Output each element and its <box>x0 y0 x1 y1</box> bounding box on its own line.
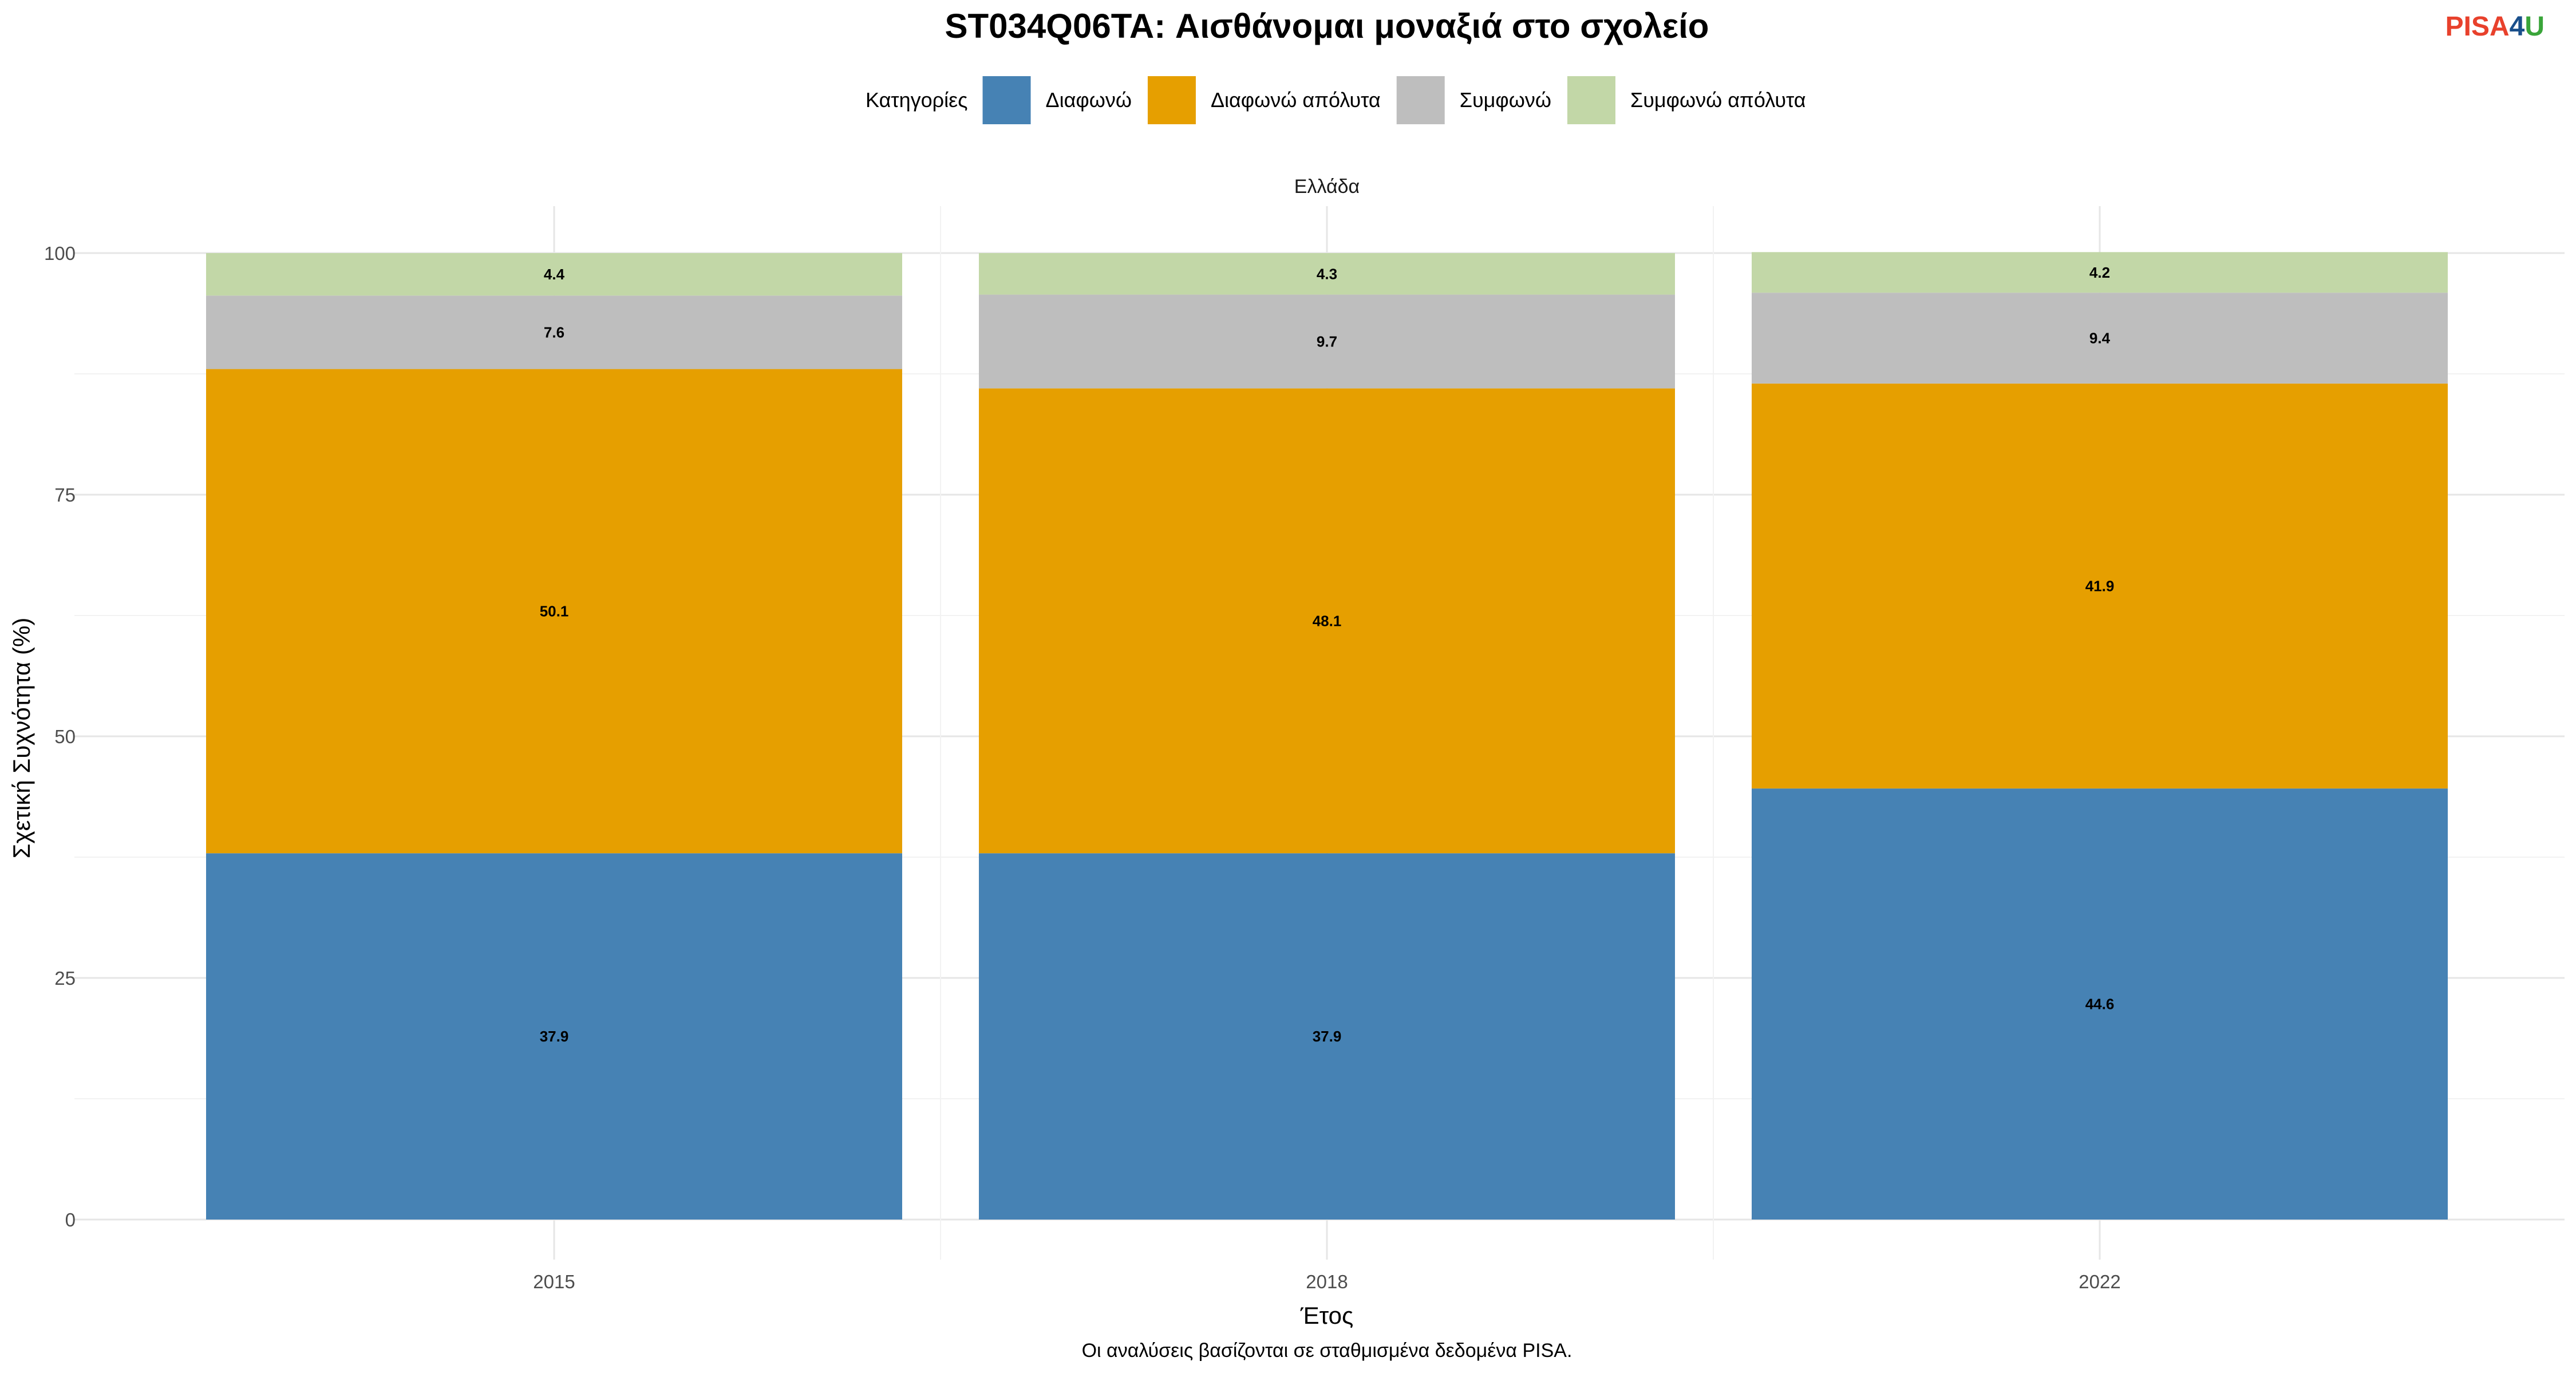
bar-value-label: 37.9 <box>1313 1028 1342 1045</box>
facet-label: Ελλάδα <box>1294 176 1360 198</box>
x-axis-ticks: 2015 2018 2022 <box>533 1271 2120 1292</box>
pisa4u-logo: PISA4U <box>2445 11 2545 42</box>
logo-text-4: 4 <box>2510 11 2525 42</box>
x-tick-label: 2022 <box>2079 1271 2120 1292</box>
bar-value-label: 9.4 <box>2089 330 2111 347</box>
y-axis-title: Σχετική Συχνότητα (%) <box>8 618 35 859</box>
bar-value-label: 48.1 <box>1313 612 1342 629</box>
bar-value-label: 44.6 <box>2085 996 2115 1013</box>
logo-text-pisa: PISA <box>2445 11 2510 42</box>
x-tick-label: 2015 <box>533 1271 575 1292</box>
bar-value-label: 4.3 <box>1317 265 1337 282</box>
bar-segment <box>979 294 1675 389</box>
bar-segment <box>1752 788 2448 1220</box>
y-tick-label: 25 <box>54 968 76 989</box>
y-tick-label: 100 <box>44 243 76 264</box>
bar-value-label: 41.9 <box>2085 578 2115 595</box>
legend-label: Διαφωνώ <box>1046 88 1132 112</box>
bar-segment <box>979 853 1675 1220</box>
bar-segment <box>1752 383 2448 789</box>
bar-segment <box>206 253 902 296</box>
y-tick-label: 50 <box>54 726 76 747</box>
data-labels: 37.9 50.1 7.6 4.4 37.9 48.1 9.7 4.3 44.6 41.9 9.4 4… <box>540 264 2115 1045</box>
bar-value-label: 4.2 <box>2089 264 2110 281</box>
chart-caption: Οι αναλύσεις βασίζονται σε σταθμισμένα δ… <box>1082 1340 1573 1362</box>
bar-segment <box>206 295 902 369</box>
legend-label: Συμφωνώ απόλυτα <box>1630 88 1806 112</box>
legend-key <box>982 76 1031 124</box>
logo-text-u: U <box>2524 11 2545 42</box>
bar-segment <box>979 253 1675 295</box>
legend-key <box>1396 76 1445 124</box>
bar-value-label: 50.1 <box>540 602 569 620</box>
bar-value-label: 4.4 <box>544 266 565 283</box>
bar-value-label: 37.9 <box>540 1028 569 1045</box>
bar-segment <box>206 369 902 854</box>
bar-segment <box>1752 293 2448 384</box>
bar-value-label: 7.6 <box>544 323 564 341</box>
y-tick-label: 75 <box>54 484 76 506</box>
bar-segment <box>1752 252 2448 293</box>
legend-key <box>1567 76 1615 124</box>
y-tick-label: 0 <box>65 1209 76 1230</box>
x-tick-label: 2018 <box>1306 1271 1348 1292</box>
x-axis-title: Έτος <box>1300 1302 1354 1329</box>
bars <box>206 252 2448 1220</box>
legend-label: Συμφωνώ <box>1460 88 1551 112</box>
bar-segment <box>979 388 1675 854</box>
bar-segment <box>206 853 902 1220</box>
legend-key <box>1147 76 1196 124</box>
y-axis-ticks: 0 25 50 75 100 <box>44 243 76 1230</box>
bar-value-label: 9.7 <box>1317 333 1337 350</box>
legend-label: Διαφωνώ απόλυτα <box>1211 88 1381 112</box>
chart-title: ST034Q06TA: Αισθάνομαι μοναξιά στο σχολε… <box>945 7 1709 45</box>
legend-title: Κατηγορίες <box>866 88 968 112</box>
legend: Κατηγορίες Διαφωνώ Διαφωνώ απόλυτα Συμφωνώ… <box>866 76 1806 124</box>
